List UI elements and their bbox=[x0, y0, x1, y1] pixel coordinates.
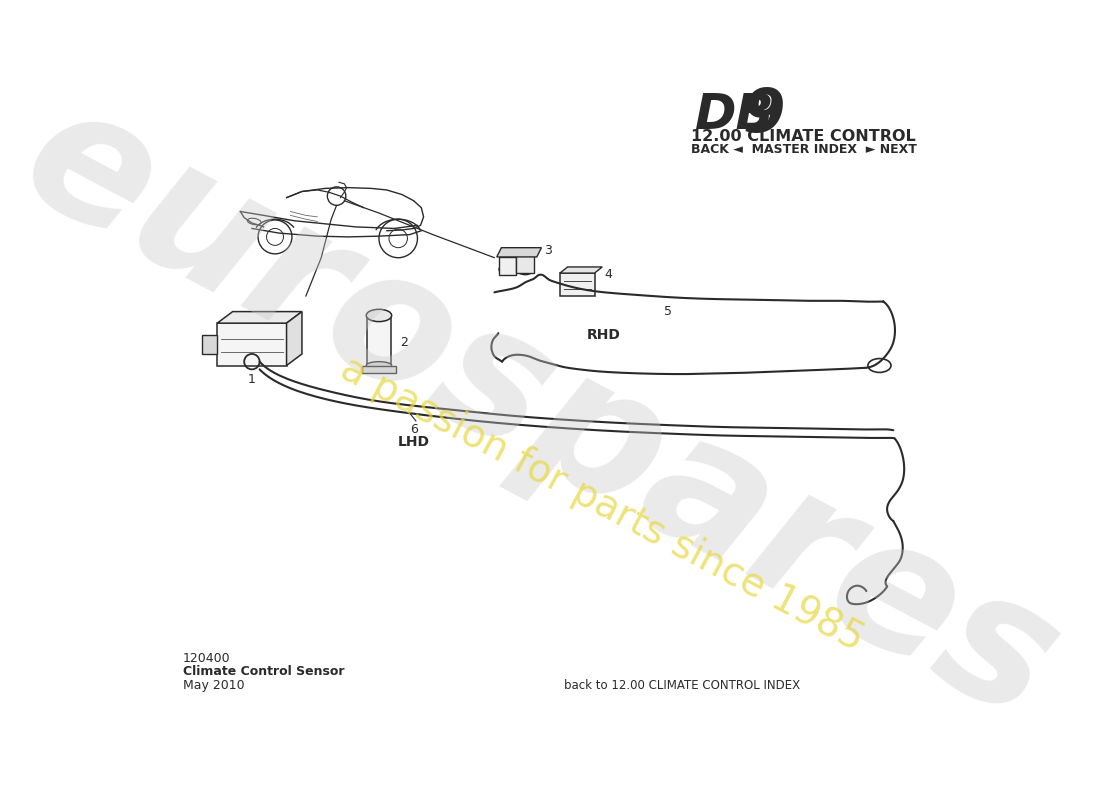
Polygon shape bbox=[560, 267, 603, 273]
Polygon shape bbox=[218, 323, 286, 366]
Text: back to 12.00 CLIMATE CONTROL INDEX: back to 12.00 CLIMATE CONTROL INDEX bbox=[563, 678, 800, 691]
Text: eurospares: eurospares bbox=[0, 66, 1086, 758]
Text: LHD: LHD bbox=[397, 435, 430, 449]
Polygon shape bbox=[497, 248, 541, 257]
Text: a passion for parts since 1985: a passion for parts since 1985 bbox=[334, 350, 870, 658]
Text: 9: 9 bbox=[742, 86, 785, 145]
Text: DB: DB bbox=[695, 91, 774, 139]
Text: 120400: 120400 bbox=[183, 651, 230, 665]
Text: 4: 4 bbox=[605, 268, 613, 281]
Ellipse shape bbox=[517, 264, 534, 274]
Polygon shape bbox=[218, 311, 301, 323]
Polygon shape bbox=[499, 257, 516, 275]
Text: 12.00 CLIMATE CONTROL: 12.00 CLIMATE CONTROL bbox=[691, 129, 915, 143]
Polygon shape bbox=[516, 255, 534, 273]
Text: 5: 5 bbox=[664, 305, 672, 318]
Text: 6: 6 bbox=[409, 423, 418, 436]
Ellipse shape bbox=[499, 264, 516, 274]
Polygon shape bbox=[286, 311, 301, 366]
Text: Climate Control Sensor: Climate Control Sensor bbox=[183, 666, 344, 678]
Ellipse shape bbox=[366, 362, 392, 370]
Text: 3: 3 bbox=[544, 243, 552, 257]
Text: BACK ◄  MASTER INDEX  ► NEXT: BACK ◄ MASTER INDEX ► NEXT bbox=[691, 143, 916, 157]
Polygon shape bbox=[367, 315, 390, 366]
Ellipse shape bbox=[366, 310, 392, 322]
Polygon shape bbox=[202, 334, 218, 354]
Polygon shape bbox=[362, 366, 396, 373]
Text: May 2010: May 2010 bbox=[183, 678, 244, 691]
Text: 1: 1 bbox=[248, 373, 256, 386]
Text: 2: 2 bbox=[400, 336, 408, 349]
Text: RHD: RHD bbox=[587, 328, 620, 342]
Polygon shape bbox=[560, 273, 594, 296]
